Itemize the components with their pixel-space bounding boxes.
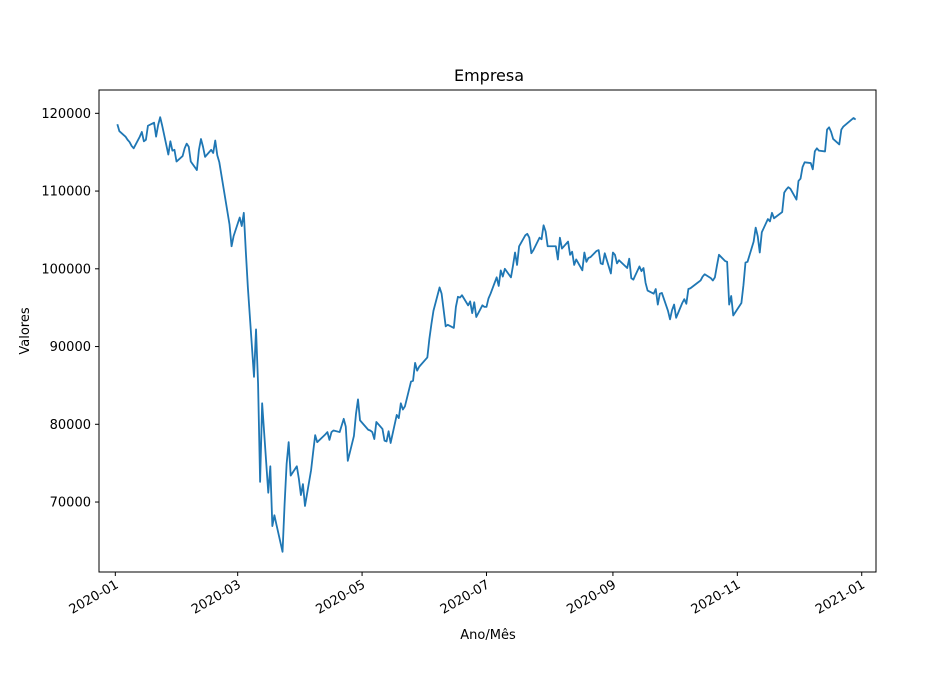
x-tick-label: 2021-01 <box>813 577 868 617</box>
y-tick-label: 120000 <box>41 107 91 122</box>
plot-frame <box>98 89 877 573</box>
x-tick-label: 2020-01 <box>67 577 122 617</box>
x-tick-label: 2020-05 <box>314 577 369 617</box>
x-tick-label: 2020-03 <box>189 577 244 617</box>
x-tick-label: 2020-11 <box>689 577 744 617</box>
y-tick-label: 90000 <box>50 340 91 355</box>
chart-title: Empresa <box>454 66 524 85</box>
x-tick-label: 2020-09 <box>564 577 619 617</box>
y-tick-label: 80000 <box>50 418 91 433</box>
y-tick-label: 70000 <box>50 496 91 511</box>
series-line <box>116 116 857 553</box>
x-axis: 2020-01 2020-03 2020-05 2020-07 2020-09 2020-… <box>67 572 868 618</box>
x-tick-label: 2020-07 <box>438 577 493 617</box>
y-axis: 70000 80000 90000 100000 110000 120000 <box>41 107 99 511</box>
y-tick-label: 100000 <box>41 262 91 277</box>
y-axis-title: Valores <box>18 307 33 354</box>
plot-area <box>116 116 857 553</box>
x-axis-title: Ano/Mês <box>460 628 516 643</box>
y-tick-label: 110000 <box>41 185 91 200</box>
